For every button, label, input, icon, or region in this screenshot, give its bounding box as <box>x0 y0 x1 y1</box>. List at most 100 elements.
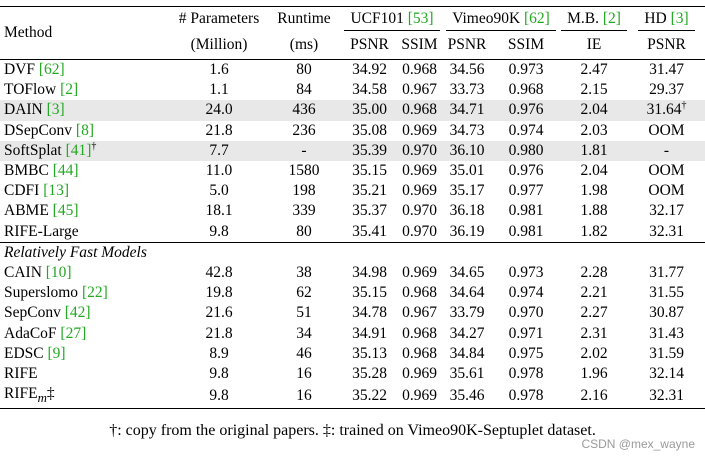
table-cell: 35.08 <box>352 121 387 139</box>
table-cell: 35.39 <box>342 140 397 161</box>
table-cell: 30.87 <box>649 304 684 322</box>
table-cell: 0.969 <box>402 364 437 382</box>
table-cell: 18.1 <box>205 202 233 220</box>
table-cell: OOM <box>648 162 685 180</box>
method-name: RIFE-Large <box>4 222 79 240</box>
vimeo90k-header: Vimeo90K [62] <box>442 6 561 31</box>
table-cell: 51 <box>296 304 312 322</box>
table-cell: 31.43 <box>649 324 684 342</box>
table-cell: 46 <box>296 344 312 362</box>
method-name: CAIN [10] <box>4 263 72 281</box>
table-cell: 0.968 <box>402 324 437 342</box>
table-body-fast: CAIN [10] 42.8 38 34.98 0.969 34.65 0.973 2.28 3… <box>0 263 705 410</box>
method-name: BMBC [44] <box>4 162 79 180</box>
table-cell: 1.1 <box>209 81 229 99</box>
table-cell: 36.18 <box>449 202 485 220</box>
table-cell: 0.968 <box>397 59 443 81</box>
table-cell: 2.27 <box>580 304 608 322</box>
table-cell: 80 <box>296 222 312 240</box>
table-cell: - <box>628 140 705 161</box>
table-cell: 35.61 <box>449 364 485 382</box>
runtime-unit: (ms) <box>289 36 319 53</box>
watermark: CSDN @mex_wayne <box>581 437 695 451</box>
params-header: # Parameters <box>172 6 266 31</box>
table-row: ABME [45] 18.1 339 35.37 0.970 36.18 0.981 1.88… <box>0 201 705 221</box>
table-cell: 0.981 <box>508 202 544 220</box>
mb-header: M.B. [2] <box>560 6 629 31</box>
table-cell: 0.968 <box>508 81 544 99</box>
method-name: SoftSplat [41]† <box>0 140 172 161</box>
table-cell: 1.88 <box>580 202 608 220</box>
table-cell: 35.21 <box>352 182 387 200</box>
table-cell: 34.65 <box>449 263 485 281</box>
table-cell: 0.981 <box>508 222 544 240</box>
metric-header: IE <box>586 36 602 53</box>
table-cell: 35.00 <box>342 100 397 121</box>
params-unit: (Million) <box>190 36 248 53</box>
table-row: EDSC [9] 8.9 46 35.13 0.968 34.84 0.975 2.02 31.… <box>0 344 705 364</box>
table-cell: 7.7 <box>172 140 266 161</box>
table-cell: 0.968 <box>402 284 437 302</box>
table-cell: 0.967 <box>402 81 437 99</box>
table-cell: 42.8 <box>205 263 233 281</box>
table-cell: 0.974 <box>508 284 544 302</box>
table-cell: 35.15 <box>352 162 387 180</box>
table-cell: 2.28 <box>580 263 608 281</box>
table-cell: 34 <box>296 324 312 342</box>
table-cell: 0.967 <box>402 304 437 322</box>
table-cell: 2.16 <box>560 384 629 410</box>
table-cell: 34.73 <box>449 121 485 139</box>
table-cell: 5.0 <box>209 182 229 200</box>
table-cell: 34.27 <box>449 324 485 342</box>
metric-header: SSIM <box>401 36 438 53</box>
method-name: DSepConv [8] <box>4 121 94 139</box>
table-row: DAIN [3] 24.0 436 35.00 0.968 34.71 0.976 2.04 3… <box>0 100 705 121</box>
table-cell: 1580 <box>288 162 320 180</box>
table-cell: 0.976 <box>508 162 544 180</box>
table-cell: 35.28 <box>352 364 387 382</box>
table-row: DVF [62] 1.6 80 34.92 0.968 34.56 0.973 2.47 31.… <box>0 59 705 81</box>
table-cell: 32.31 <box>649 222 684 240</box>
table-cell: 84 <box>296 81 312 99</box>
table-cell: 0.977 <box>508 182 544 200</box>
table-cell: 36.19 <box>449 222 485 240</box>
table-cell: 35.41 <box>352 222 387 240</box>
table-cell: 2.47 <box>560 59 629 81</box>
table-cell: - <box>266 140 342 161</box>
table-cell: 0.975 <box>508 344 544 362</box>
table-cell: 35.22 <box>342 384 397 410</box>
section-title: Relatively Fast Models <box>0 241 705 263</box>
table-cell: OOM <box>648 182 685 200</box>
table-cell: 8.9 <box>209 344 229 362</box>
table-row: RIFE 9.8 16 35.28 0.969 35.61 0.978 1.96 32.14 <box>0 364 705 384</box>
method-name: CDFI [13] <box>4 182 70 200</box>
table-cell: 1.82 <box>580 222 608 240</box>
table-cell: 0.969 <box>402 182 437 200</box>
table-cell: 21.6 <box>205 304 233 322</box>
table-cell: 0.971 <box>508 324 544 342</box>
table-cell: 1.96 <box>580 364 608 382</box>
table-cell: 32.17 <box>649 202 684 220</box>
table-cell: 2.15 <box>580 81 608 99</box>
table-cell: 34.58 <box>352 81 387 99</box>
method-name: ABME [45] <box>4 202 79 220</box>
table-cell: 0.969 <box>402 263 437 281</box>
table-cell: 31.47 <box>628 59 705 81</box>
table-cell: 9.8 <box>209 364 229 382</box>
table-cell: 0.973 <box>508 263 544 281</box>
method-name: AdaCoF [27] <box>4 324 87 342</box>
table-cell: 21.8 <box>205 324 233 342</box>
table-cell: 236 <box>292 121 316 139</box>
table-cell: 2.21 <box>580 284 608 302</box>
table-cell: 35.13 <box>352 344 387 362</box>
table-cell: 9.8 <box>209 222 229 240</box>
table-cell: 31.59 <box>649 344 684 362</box>
metric-header: PSNR <box>350 36 389 53</box>
table-body-main: DVF [62] 1.6 80 34.92 0.968 34.56 0.973 2.47 31.… <box>0 59 705 243</box>
metric-header: SSIM <box>507 36 545 53</box>
table-cell: 33.73 <box>449 81 485 99</box>
table-cell: 34.78 <box>352 304 387 322</box>
table-section: Relatively Fast Models <box>0 241 705 263</box>
table-cell: 2.02 <box>580 344 608 362</box>
table-cell: 35.46 <box>442 384 493 410</box>
